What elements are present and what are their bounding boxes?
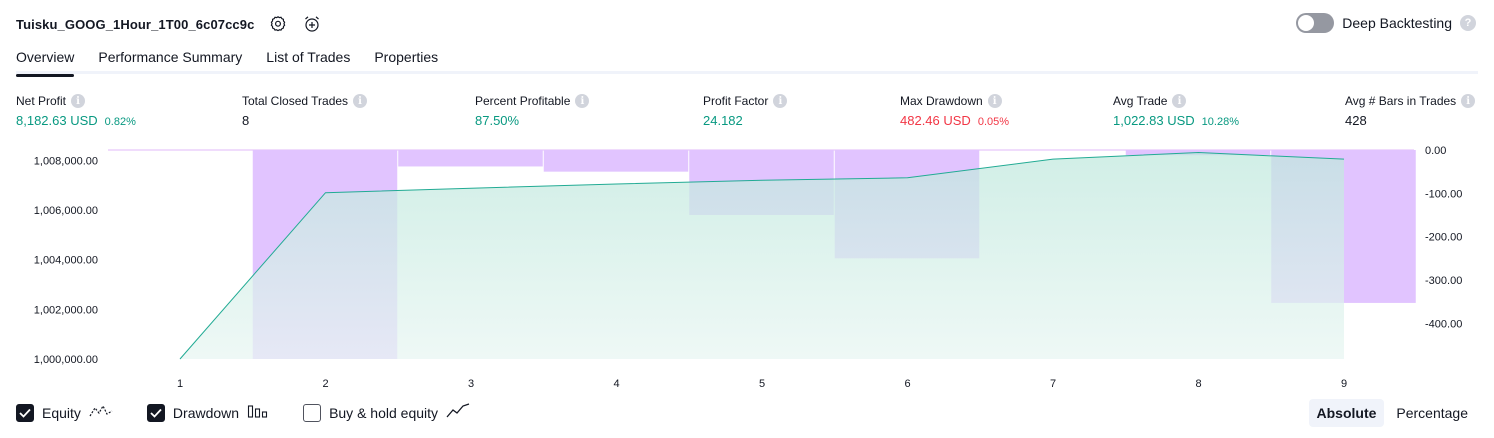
y-right-tick-label: -400.00 — [1425, 318, 1462, 330]
equity-drawdown-chart[interactable]: 1,000,000.00 1,002,000.00 1,004,000.00 1,00… — [0, 140, 1494, 395]
metric-value: 428 — [1345, 113, 1367, 128]
drawdown-checkbox[interactable] — [146, 403, 165, 422]
tab-performance-summary[interactable]: Performance Summary — [98, 49, 243, 65]
x-tick-label: 4 — [613, 378, 619, 390]
tab-overview[interactable]: Overview — [16, 40, 75, 77]
metric-value: 8,182.63 USD — [16, 113, 98, 128]
deep-backtesting-toggle[interactable] — [1296, 13, 1335, 33]
percentage-button[interactable]: Percentage — [1396, 405, 1468, 421]
strategy-header: Tuisku_GOOG_1Hour_1T00_6c07cc9c — [16, 12, 322, 36]
info-icon[interactable]: i — [71, 94, 86, 108]
y-right-tick-label: 0.00 — [1425, 145, 1446, 157]
absolute-button[interactable]: Absolute — [1308, 399, 1385, 427]
metric-value: 1,022.83 USD — [1113, 113, 1195, 128]
settings-gear-icon[interactable] — [268, 14, 288, 34]
x-tick-label: 2 — [322, 378, 328, 390]
legend-buy-hold-equity[interactable]: Buy & hold equity — [303, 403, 470, 422]
metric-value: 8 — [242, 113, 250, 128]
x-tick-label: 6 — [904, 378, 910, 390]
metric-profit-factor: Profit Factor i 24.182 — [703, 93, 788, 128]
y-axis-right: 0.00 -100.00 -200.00 -300.00 -400.00 — [1425, 145, 1462, 330]
toggle-knob — [1298, 15, 1315, 31]
metric-value: 87.50% — [475, 113, 520, 128]
metric-label: Profit Factor — [703, 94, 769, 108]
x-axis: 1 2 3 4 5 6 7 8 9 — [177, 378, 1347, 390]
info-icon[interactable]: i — [575, 94, 590, 108]
help-icon[interactable]: ? — [1460, 15, 1476, 31]
metric-value: 24.182 — [703, 113, 743, 128]
y-left-tick-label: 1,002,000.00 — [34, 304, 98, 316]
equity-series — [179, 151, 1345, 360]
metric-label: Max Drawdown — [900, 94, 983, 108]
info-icon[interactable]: i — [1172, 94, 1187, 108]
metric-value: 482.46 USD — [900, 113, 971, 128]
info-icon[interactable]: i — [1461, 94, 1476, 108]
buy-hold-line-icon — [446, 403, 470, 422]
y-right-tick-label: -300.00 — [1425, 275, 1462, 287]
add-alert-clock-icon[interactable] — [302, 14, 322, 34]
y-left-tick-label: 1,004,000.00 — [34, 255, 98, 267]
info-icon[interactable]: i — [773, 94, 788, 108]
buy-hold-checkbox[interactable] — [303, 403, 322, 422]
metric-label: Percent Profitable — [475, 94, 571, 108]
drawdown-bars-icon — [247, 403, 269, 422]
legend-label: Buy & hold equity — [329, 404, 439, 421]
info-icon[interactable]: i — [353, 94, 368, 108]
metric-percent: 0.05% — [977, 116, 1010, 128]
metric-percent-profitable: Percent Profitable i 87.50% — [475, 93, 590, 128]
tab-bar: Overview Performance Summary List of Tra… — [16, 40, 1478, 77]
metric-avg-bars-in-trades: Avg # Bars in Trades i 428 — [1345, 93, 1476, 128]
legend-label: Equity — [42, 404, 81, 421]
y-left-tick-label: 1,000,000.00 — [34, 354, 98, 366]
equity-line-icon — [89, 403, 113, 422]
metric-net-profit: Net Profit i 8,182.63 USD 0.82% — [16, 93, 136, 128]
metric-label: Total Closed Trades — [242, 94, 349, 108]
x-tick-label: 8 — [1195, 378, 1201, 390]
metric-label: Avg # Bars in Trades — [1345, 94, 1457, 108]
metric-label: Net Profit — [16, 94, 67, 108]
chart-legend: Equity Drawdown Buy & hold equity — [16, 403, 470, 422]
legend-drawdown[interactable]: Drawdown — [146, 403, 269, 422]
equity-checkbox[interactable] — [16, 403, 34, 422]
x-tick-label: 7 — [1050, 378, 1056, 390]
deep-backtesting-label: Deep Backtesting — [1342, 15, 1452, 31]
y-right-tick-label: -100.00 — [1425, 188, 1462, 200]
legend-equity[interactable]: Equity — [16, 403, 113, 422]
equity-area — [180, 152, 1344, 359]
metric-label: Avg Trade — [1113, 94, 1168, 108]
x-tick-label: 9 — [1341, 378, 1347, 390]
info-icon[interactable]: i — [987, 94, 1002, 108]
strategy-title: Tuisku_GOOG_1Hour_1T00_6c07cc9c — [16, 16, 255, 32]
metric-percent: 10.28% — [1201, 116, 1239, 128]
metric-total-closed-trades: Total Closed Trades i 8 — [242, 93, 368, 128]
tab-list-of-trades[interactable]: List of Trades — [266, 49, 351, 65]
x-tick-label: 3 — [468, 378, 474, 390]
y-axis-left: 1,000,000.00 1,002,000.00 1,004,000.00 1,00… — [34, 155, 98, 366]
y-left-tick-label: 1,006,000.00 — [34, 205, 98, 217]
y-right-tick-label: -200.00 — [1425, 232, 1462, 244]
tab-properties[interactable]: Properties — [374, 49, 439, 65]
value-mode-switch: Absolute Percentage — [1308, 399, 1477, 427]
x-tick-label: 1 — [177, 378, 183, 390]
metric-percent: 0.82% — [104, 116, 136, 128]
y-left-tick-label: 1,008,000.00 — [34, 155, 98, 167]
x-tick-label: 5 — [759, 378, 765, 390]
metric-avg-trade: Avg Trade i 1,022.83 USD 10.28% — [1113, 93, 1239, 128]
legend-label: Drawdown — [172, 404, 240, 421]
metric-max-drawdown: Max Drawdown i 482.46 USD 0.05% — [900, 93, 1009, 128]
drawdown-bar — [398, 150, 543, 167]
drawdown-bar — [543, 150, 689, 172]
deep-backtesting: Deep Backtesting ? — [1296, 13, 1476, 33]
